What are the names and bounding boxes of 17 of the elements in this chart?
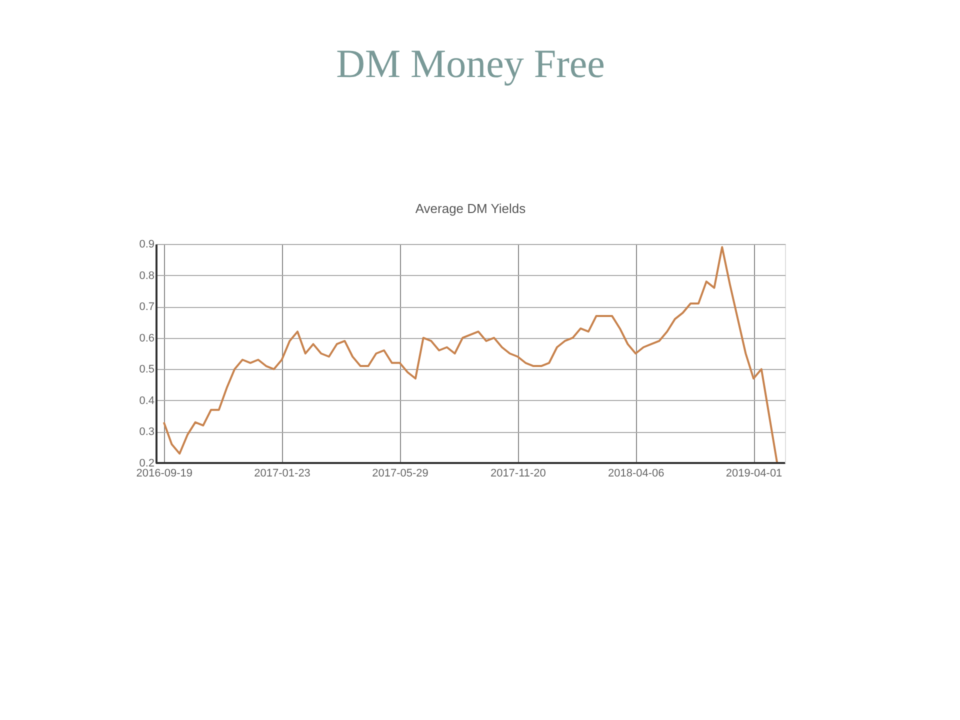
x-tick-label: 2017-11-20 [490, 468, 546, 480]
y-tick-label: 0.7 [139, 301, 154, 314]
y-tick-label: 0.4 [139, 394, 154, 407]
line-series [162, 246, 778, 464]
x-tick-label: 2017-05-29 [372, 468, 428, 480]
y-tick-label: 0.3 [139, 426, 154, 438]
x-tick-label: 2016-09-19 [136, 468, 193, 480]
chart-title: DM Money Free [336, 41, 605, 86]
y-tick-label: 0.6 [139, 332, 154, 344]
chart-subtitle: Average DM Yields [415, 201, 526, 216]
x-tick-label: 2018-04-06 [608, 468, 664, 480]
y-tick-label: 0.9 [139, 238, 154, 250]
y-tick-label: 0.5 [139, 364, 154, 376]
y-tick-label: 0.2 [139, 458, 154, 470]
x-tick-label: 2019-04-01 [726, 468, 782, 480]
y-tick-label: 0.8 [139, 270, 154, 282]
x-tick-label: 2017-01-23 [254, 468, 310, 480]
